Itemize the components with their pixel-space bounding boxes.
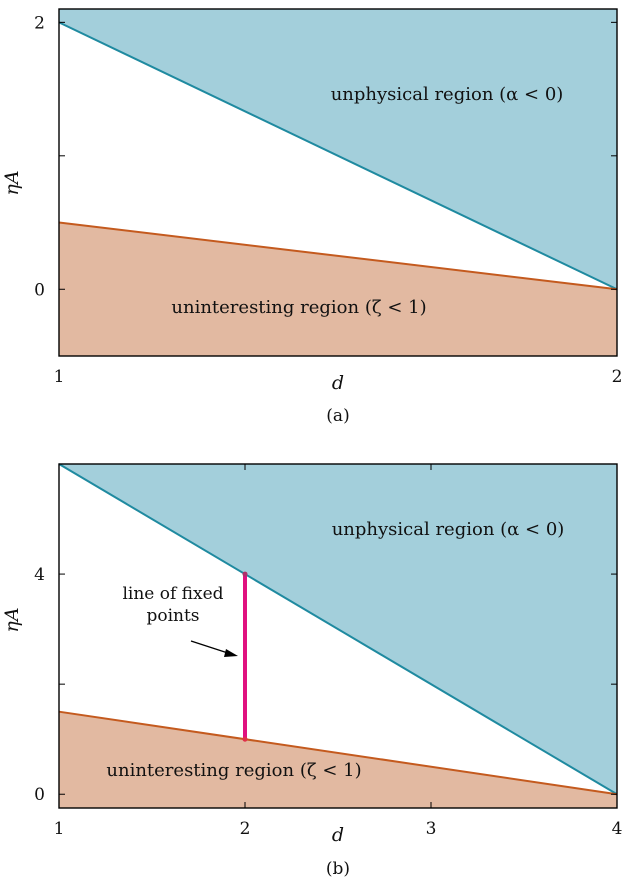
panel-b-annotation-line-2: points [146, 606, 199, 626]
panel-a-unphysical-label: unphysical region (α < 0) [331, 84, 564, 105]
panel-b-plot-frame [58, 463, 618, 809]
panel-a-x-tick-label: 2 [612, 367, 623, 387]
panel-a-y-axis-label: ηA [1, 170, 23, 195]
panel-a-unphysical-boundary-line [58, 21, 618, 291]
panel-b-annotation-arrow-head [224, 649, 238, 657]
panel-a-caption: (a) [326, 406, 349, 426]
panel-b-x-tick-label: 4 [612, 819, 623, 839]
panel-a-unphysical-region [59, 9, 617, 290]
panel-a-uninteresting-region [59, 222, 617, 356]
panel-b-caption: (b) [326, 859, 350, 879]
panel-a-uninteresting-boundary-line [58, 221, 618, 291]
panel-b-uninteresting-region [59, 711, 617, 808]
panel-b-uninteresting-label: uninteresting region (ζ < 1) [106, 760, 361, 781]
panel-a-y-tick-label: 2 [34, 13, 45, 33]
panel-b-unphysical-boundary-line [58, 463, 618, 796]
panel-a-plot-frame [58, 8, 618, 357]
panel-b-uninteresting-boundary-line [58, 710, 618, 796]
panel-b-annotation-line-1: line of fixed [122, 584, 223, 604]
panel-b-y-tick-label: 4 [34, 565, 45, 585]
panel-b-y-tick-label: 0 [34, 785, 45, 805]
panel-b-fixed-line-end-top [242, 571, 248, 577]
panel-b-unphysical-label: unphysical region (α < 0) [332, 519, 565, 540]
panel-b-fixed-line-end-bottom [242, 736, 248, 742]
panel-b-x-tick-label: 1 [54, 819, 65, 839]
panel-a-y-tick-label: 0 [34, 280, 45, 300]
panel-a-x-axis-label: d [332, 372, 344, 394]
panel-a-uninteresting-label: uninteresting region (ζ < 1) [171, 297, 426, 318]
panel-b-x-tick-label: 3 [426, 819, 437, 839]
panel-b-x-axis-label: d [332, 824, 344, 846]
panel-a-x-tick-label: 1 [54, 367, 65, 387]
panel-b-y-axis-label: ηA [1, 607, 23, 632]
panel-b-x-tick-label: 2 [240, 819, 251, 839]
